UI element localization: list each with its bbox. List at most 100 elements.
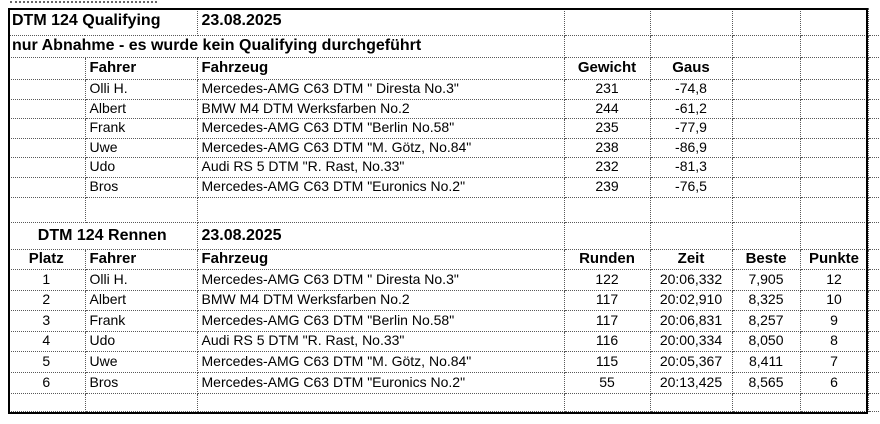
gewicht-cell[interactable]: 238 [564,138,651,158]
gewicht-cell[interactable]: 244 [564,99,651,119]
empty-cell[interactable] [197,393,565,412]
zeit-cell[interactable]: 20:06,332 [650,269,733,291]
punkte-cell[interactable]: 12 [800,269,869,291]
empty-cell[interactable] [8,197,86,223]
gaus-cell[interactable]: -76,5 [650,177,733,198]
empty-cell[interactable] [800,222,869,250]
fahrzeug-cell[interactable]: Mercedes-AMG C63 DTM "Berlin No.58" [197,310,565,332]
gaus-cell[interactable]: -86,9 [650,138,733,158]
fahrer-cell[interactable]: Olli H. [85,269,198,291]
punkte-cell[interactable]: 6 [800,372,869,394]
empty-cell[interactable] [650,35,733,58]
empty-cell[interactable] [732,222,801,250]
fahrer-cell[interactable]: Frank [85,118,198,139]
platz-cell[interactable]: 5 [8,351,86,373]
empty-cell[interactable] [650,197,733,223]
header-punkte[interactable]: Punkte [800,249,869,270]
punkte-cell[interactable]: 7 [800,351,869,373]
zeit-cell[interactable]: 20:02,910 [650,290,733,311]
platz-cell[interactable]: 2 [8,290,86,311]
rennen-date-cell[interactable]: 23.08.2025 [197,222,565,250]
beste-cell[interactable]: 8,257 [732,310,801,332]
gaus-cell[interactable]: -81,3 [650,157,733,178]
empty-cell[interactable] [800,99,869,119]
empty-cell[interactable] [800,157,869,178]
empty-cell[interactable] [650,8,733,36]
gewicht-cell[interactable]: 235 [564,118,651,139]
qualifying-title-cell[interactable]: DTM 124 Qualifying [8,8,198,36]
fahrer-cell[interactable]: Uwe [85,351,198,373]
fahrzeug-cell[interactable]: BMW M4 DTM Werksfarben No.2 [197,290,565,311]
fahrzeug-cell[interactable]: Audi RS 5 DTM "R. Rast, No.33" [197,157,565,178]
empty-cell[interactable] [800,177,869,198]
gaus-cell[interactable]: -77,9 [650,118,733,139]
empty-cell[interactable] [650,393,733,412]
runden-cell[interactable]: 115 [564,351,651,373]
empty-cell[interactable] [732,35,801,58]
punkte-cell[interactable]: 10 [800,290,869,311]
fahrer-cell[interactable]: Frank [85,310,198,332]
fahrzeug-cell[interactable]: Mercedes-AMG C63 DTM "Berlin No.58" [197,118,565,139]
header-zeit[interactable]: Zeit [650,249,733,270]
empty-cell[interactable] [732,157,801,178]
runden-cell[interactable]: 116 [564,331,651,352]
zeit-cell[interactable]: 20:06,831 [650,310,733,332]
header-gaus[interactable]: Gaus [650,57,733,80]
gaus-cell[interactable]: -74,8 [650,79,733,100]
empty-cell[interactable] [8,393,86,412]
fahrzeug-cell[interactable]: Mercedes-AMG C63 DTM "Euronics No.2" [197,177,565,198]
beste-cell[interactable]: 8,565 [732,372,801,394]
empty-cell[interactable] [8,118,86,139]
header-fahrer[interactable]: Fahrer [85,249,198,270]
zeit-cell[interactable]: 20:05,367 [650,351,733,373]
header-platz[interactable]: Platz [8,249,86,270]
empty-cell[interactable] [85,393,198,412]
runden-cell[interactable]: 117 [564,310,651,332]
header-fahrzeug[interactable]: Fahrzeug [197,57,565,80]
empty-cell[interactable] [8,157,86,178]
empty-cell[interactable] [564,222,651,250]
platz-cell[interactable]: 3 [8,310,86,332]
header-beste[interactable]: Beste [732,249,801,270]
platz-cell[interactable]: 4 [8,331,86,352]
empty-cell[interactable] [8,99,86,119]
empty-cell[interactable] [197,197,565,223]
beste-cell[interactable]: 8,411 [732,351,801,373]
empty-cell[interactable] [8,177,86,198]
gewicht-cell[interactable]: 239 [564,177,651,198]
rennen-title-cell[interactable]: DTM 124 Rennen [8,222,198,250]
header-runden[interactable]: Runden [564,249,651,270]
empty-cell[interactable] [8,79,86,100]
gewicht-cell[interactable]: 231 [564,79,651,100]
fahrzeug-cell[interactable]: Mercedes-AMG C63 DTM " Diresta No.3" [197,79,565,100]
fahrer-cell[interactable]: Bros [85,372,198,394]
gaus-cell[interactable]: -61,2 [650,99,733,119]
header-fahrzeug[interactable]: Fahrzeug [197,249,565,270]
platz-cell[interactable]: 6 [8,372,86,394]
empty-cell[interactable] [800,118,869,139]
empty-cell[interactable] [732,99,801,119]
beste-cell[interactable]: 7,905 [732,269,801,291]
fahrzeug-cell[interactable]: Audi RS 5 DTM "R. Rast, No.33" [197,331,565,352]
beste-cell[interactable]: 8,325 [732,290,801,311]
empty-cell[interactable] [564,35,651,58]
punkte-cell[interactable]: 8 [800,331,869,352]
empty-cell[interactable] [732,197,801,223]
runden-cell[interactable]: 122 [564,269,651,291]
platz-cell[interactable]: 1 [8,269,86,291]
empty-cell[interactable] [732,138,801,158]
beste-cell[interactable]: 8,050 [732,331,801,352]
header-fahrer[interactable]: Fahrer [85,57,198,80]
empty-cell[interactable] [732,79,801,100]
fahrzeug-cell[interactable]: Mercedes-AMG C63 DTM "M. Götz, No.84" [197,351,565,373]
empty-cell[interactable] [8,57,86,80]
fahrzeug-cell[interactable]: Mercedes-AMG C63 DTM " Diresta No.3" [197,269,565,291]
runden-cell[interactable]: 55 [564,372,651,394]
fahrer-cell[interactable]: Bros [85,177,198,198]
fahrer-cell[interactable]: Albert [85,290,198,311]
empty-cell[interactable] [732,177,801,198]
empty-cell[interactable] [732,118,801,139]
fahrer-cell[interactable]: Olli H. [85,79,198,100]
qualifying-note-cell[interactable]: nur Abnahme - es wurde kein Qualifying d… [8,35,565,58]
empty-cell[interactable] [800,57,869,80]
